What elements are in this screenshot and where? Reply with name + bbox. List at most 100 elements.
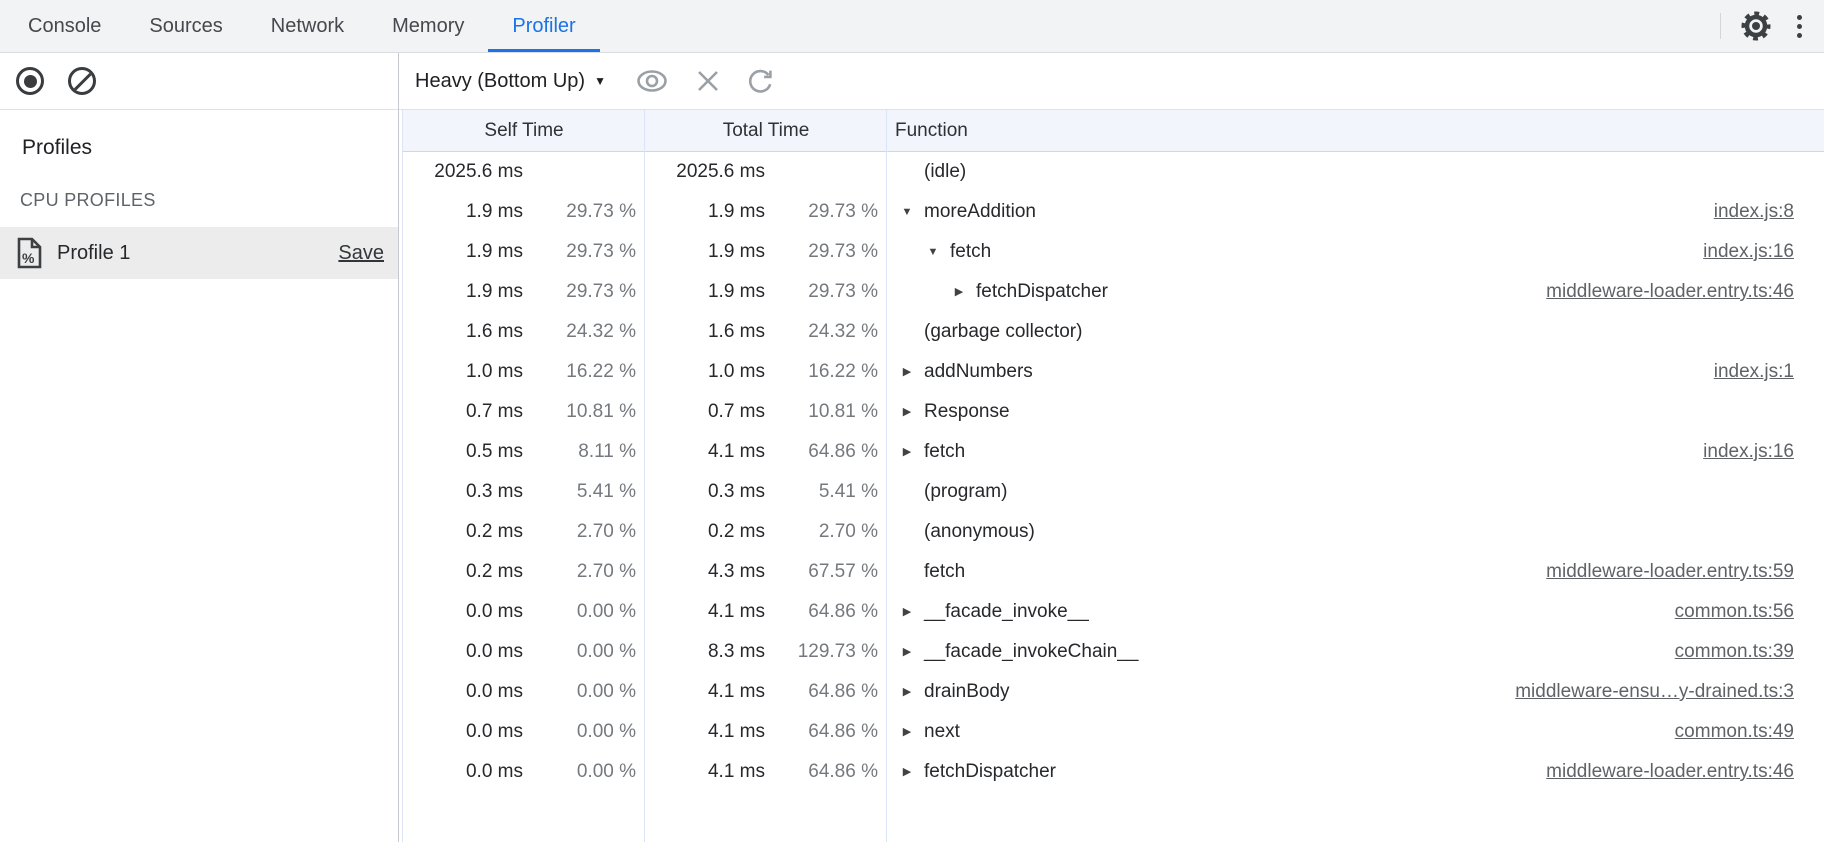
tab-sources[interactable]: Sources bbox=[149, 14, 223, 37]
column-header-total-time[interactable]: Total Time bbox=[722, 120, 810, 141]
function-cell: ▶ fetchDispatcher middleware-loader.entr… bbox=[887, 752, 1824, 792]
close-icon[interactable] bbox=[696, 69, 720, 93]
source-link[interactable]: index.js:1 bbox=[1713, 361, 1794, 382]
record-icon[interactable] bbox=[16, 67, 44, 95]
source-link[interactable]: middleware-loader.entry.ts:46 bbox=[1546, 281, 1794, 302]
profiler-main: Heavy (Bottom Up) ▼ Self Time bbox=[399, 53, 1824, 842]
table-row[interactable]: 1.9 ms 29.73 % 1.9 ms 29.73 % ▼ fetch in… bbox=[403, 232, 1824, 272]
table-row[interactable]: 1.6 ms 24.32 % 1.6 ms 24.32 % (garbage c… bbox=[403, 312, 1824, 352]
function-name: __facade_invoke__ bbox=[924, 601, 1089, 622]
source-link[interactable]: common.ts:49 bbox=[1674, 721, 1794, 742]
refresh-icon[interactable] bbox=[747, 68, 774, 95]
table-row[interactable]: 0.0 ms 0.00 % 4.1 ms 64.86 % ▶ __facade_… bbox=[403, 592, 1824, 632]
tree-toggle-icon[interactable]: ▶ bbox=[902, 406, 912, 418]
self-time-cell: 1.0 ms 16.22 % bbox=[403, 352, 645, 392]
total-time-cell: 1.9 ms 29.73 % bbox=[645, 192, 887, 232]
total-time-cell: 4.1 ms 64.86 % bbox=[645, 432, 887, 472]
total-time-cell: 4.1 ms 64.86 % bbox=[645, 752, 887, 792]
eye-icon[interactable] bbox=[635, 69, 669, 93]
source-link[interactable]: common.ts:39 bbox=[1674, 641, 1794, 662]
table-row[interactable]: 0.0 ms 0.00 % 8.3 ms 129.73 % ▶ __facade… bbox=[403, 632, 1824, 672]
source-link[interactable]: common.ts:56 bbox=[1674, 601, 1794, 622]
tree-toggle-icon[interactable]: ▼ bbox=[927, 246, 939, 258]
source-link[interactable]: middleware-ensu…y-drained.ts:3 bbox=[1515, 681, 1794, 702]
profile-name: Profile 1 bbox=[57, 241, 131, 264]
table-row[interactable]: 1.9 ms 29.73 % 1.9 ms 29.73 % ▶ fetchDis… bbox=[403, 272, 1824, 312]
tree-toggle-icon[interactable]: ▶ bbox=[902, 606, 912, 618]
tree-toggle-icon[interactable]: ▶ bbox=[902, 766, 912, 778]
profile-document-icon: % bbox=[17, 237, 42, 269]
self-time-percent: 2.70 % bbox=[576, 521, 636, 542]
tree-toggle-icon[interactable]: ▼ bbox=[901, 206, 913, 218]
table-row[interactable]: 0.0 ms 0.00 % 4.1 ms 64.86 % ▶ fetchDisp… bbox=[403, 752, 1824, 792]
kebab-menu-icon[interactable] bbox=[1791, 11, 1808, 42]
table-row[interactable]: 0.3 ms 5.41 % 0.3 ms 5.41 % (program) bbox=[403, 472, 1824, 512]
self-time-percent: 2.70 % bbox=[576, 561, 636, 582]
tree-toggle-icon[interactable]: ▶ bbox=[902, 726, 912, 738]
view-mode-label: Heavy (Bottom Up) bbox=[415, 69, 586, 92]
self-time-cell: 2025.6 ms bbox=[403, 152, 645, 192]
self-time-cell: 0.0 ms 0.00 % bbox=[403, 752, 645, 792]
table-row[interactable]: 0.7 ms 10.81 % 0.7 ms 10.81 % ▶ Response bbox=[403, 392, 1824, 432]
tree-toggle-icon[interactable]: ▶ bbox=[902, 686, 912, 698]
view-mode-dropdown[interactable]: Heavy (Bottom Up) ▼ bbox=[415, 70, 606, 93]
tab-memory[interactable]: Memory bbox=[392, 14, 465, 37]
self-time-cell: 0.7 ms 10.81 % bbox=[403, 392, 645, 432]
column-divider[interactable] bbox=[886, 110, 887, 842]
self-time-cell: 1.9 ms 29.73 % bbox=[403, 192, 645, 232]
tab-profiler[interactable]: Profiler bbox=[488, 0, 601, 52]
source-link[interactable]: middleware-loader.entry.ts:59 bbox=[1546, 561, 1794, 582]
tab-network[interactable]: Network bbox=[270, 14, 345, 37]
self-time-percent: 29.73 % bbox=[566, 241, 636, 262]
save-link[interactable]: Save bbox=[338, 241, 384, 264]
source-link[interactable]: index.js:16 bbox=[1703, 441, 1794, 462]
function-cell: ▶ addNumbers index.js:1 bbox=[887, 352, 1824, 392]
function-name: (anonymous) bbox=[924, 521, 1035, 542]
function-cell: ▶ fetch index.js:16 bbox=[887, 432, 1824, 472]
divider bbox=[1720, 13, 1721, 39]
total-time-ms: 1.6 ms bbox=[707, 321, 765, 342]
total-time-ms: 0.3 ms bbox=[707, 481, 765, 502]
tab-console[interactable]: Console bbox=[28, 14, 102, 37]
table-row[interactable]: 2025.6 ms 2025.6 ms (idle) bbox=[403, 152, 1824, 192]
total-time-cell: 4.3 ms 67.57 % bbox=[645, 552, 887, 592]
column-header-function[interactable]: Function bbox=[895, 120, 968, 141]
gear-icon[interactable] bbox=[1739, 9, 1773, 43]
self-time-cell: 0.0 ms 0.00 % bbox=[403, 712, 645, 752]
total-time-ms: 4.1 ms bbox=[707, 761, 765, 782]
datagrid-header: Self Time Total Time Function bbox=[403, 110, 1824, 152]
total-time-ms: 1.9 ms bbox=[707, 241, 765, 262]
table-row[interactable]: 0.2 ms 2.70 % 0.2 ms 2.70 % (anonymous) bbox=[403, 512, 1824, 552]
total-time-percent bbox=[765, 152, 887, 192]
self-time-percent: 5.41 % bbox=[576, 481, 636, 502]
chevron-down-icon: ▼ bbox=[594, 74, 606, 88]
table-row[interactable]: 0.5 ms 8.11 % 4.1 ms 64.86 % ▶ fetch ind… bbox=[403, 432, 1824, 472]
table-row[interactable]: 0.2 ms 2.70 % 4.3 ms 67.57 % fetch middl… bbox=[403, 552, 1824, 592]
column-header-self-time[interactable]: Self Time bbox=[484, 120, 564, 141]
function-name: moreAddition bbox=[924, 201, 1036, 222]
table-row[interactable]: 1.0 ms 16.22 % 1.0 ms 16.22 % ▶ addNumbe… bbox=[403, 352, 1824, 392]
self-time-ms: 1.9 ms bbox=[465, 241, 523, 262]
self-time-percent: 0.00 % bbox=[576, 721, 636, 742]
tree-toggle-icon[interactable]: ▶ bbox=[902, 446, 912, 458]
total-time-ms: 1.9 ms bbox=[707, 281, 765, 302]
self-time-ms: 0.0 ms bbox=[465, 761, 523, 782]
source-link[interactable]: index.js:8 bbox=[1713, 201, 1794, 222]
total-time-percent: 64.86 % bbox=[808, 601, 878, 622]
self-time-percent: 29.73 % bbox=[566, 281, 636, 302]
clear-icon[interactable] bbox=[68, 67, 96, 95]
tree-toggle-icon[interactable]: ▶ bbox=[902, 646, 912, 658]
total-time-percent: 29.73 % bbox=[808, 201, 878, 222]
table-row[interactable]: 0.0 ms 0.00 % 4.1 ms 64.86 % ▶ next comm… bbox=[403, 712, 1824, 752]
function-cell: ▶ __facade_invokeChain__ common.ts:39 bbox=[887, 632, 1824, 672]
source-link[interactable]: middleware-loader.entry.ts:46 bbox=[1546, 761, 1794, 782]
source-link[interactable]: index.js:16 bbox=[1703, 241, 1794, 262]
table-row[interactable]: 1.9 ms 29.73 % 1.9 ms 29.73 % ▼ moreAddi… bbox=[403, 192, 1824, 232]
column-divider[interactable] bbox=[644, 110, 645, 842]
tree-toggle-icon[interactable]: ▶ bbox=[954, 286, 964, 298]
toolbar-icons bbox=[635, 68, 774, 95]
tree-toggle-icon[interactable]: ▶ bbox=[902, 366, 912, 378]
table-row[interactable]: 0.0 ms 0.00 % 4.1 ms 64.86 % ▶ drainBody… bbox=[403, 672, 1824, 712]
sidebar-item-profile-1[interactable]: % Profile 1 Save bbox=[0, 227, 398, 279]
self-time-cell: 0.5 ms 8.11 % bbox=[403, 432, 645, 472]
